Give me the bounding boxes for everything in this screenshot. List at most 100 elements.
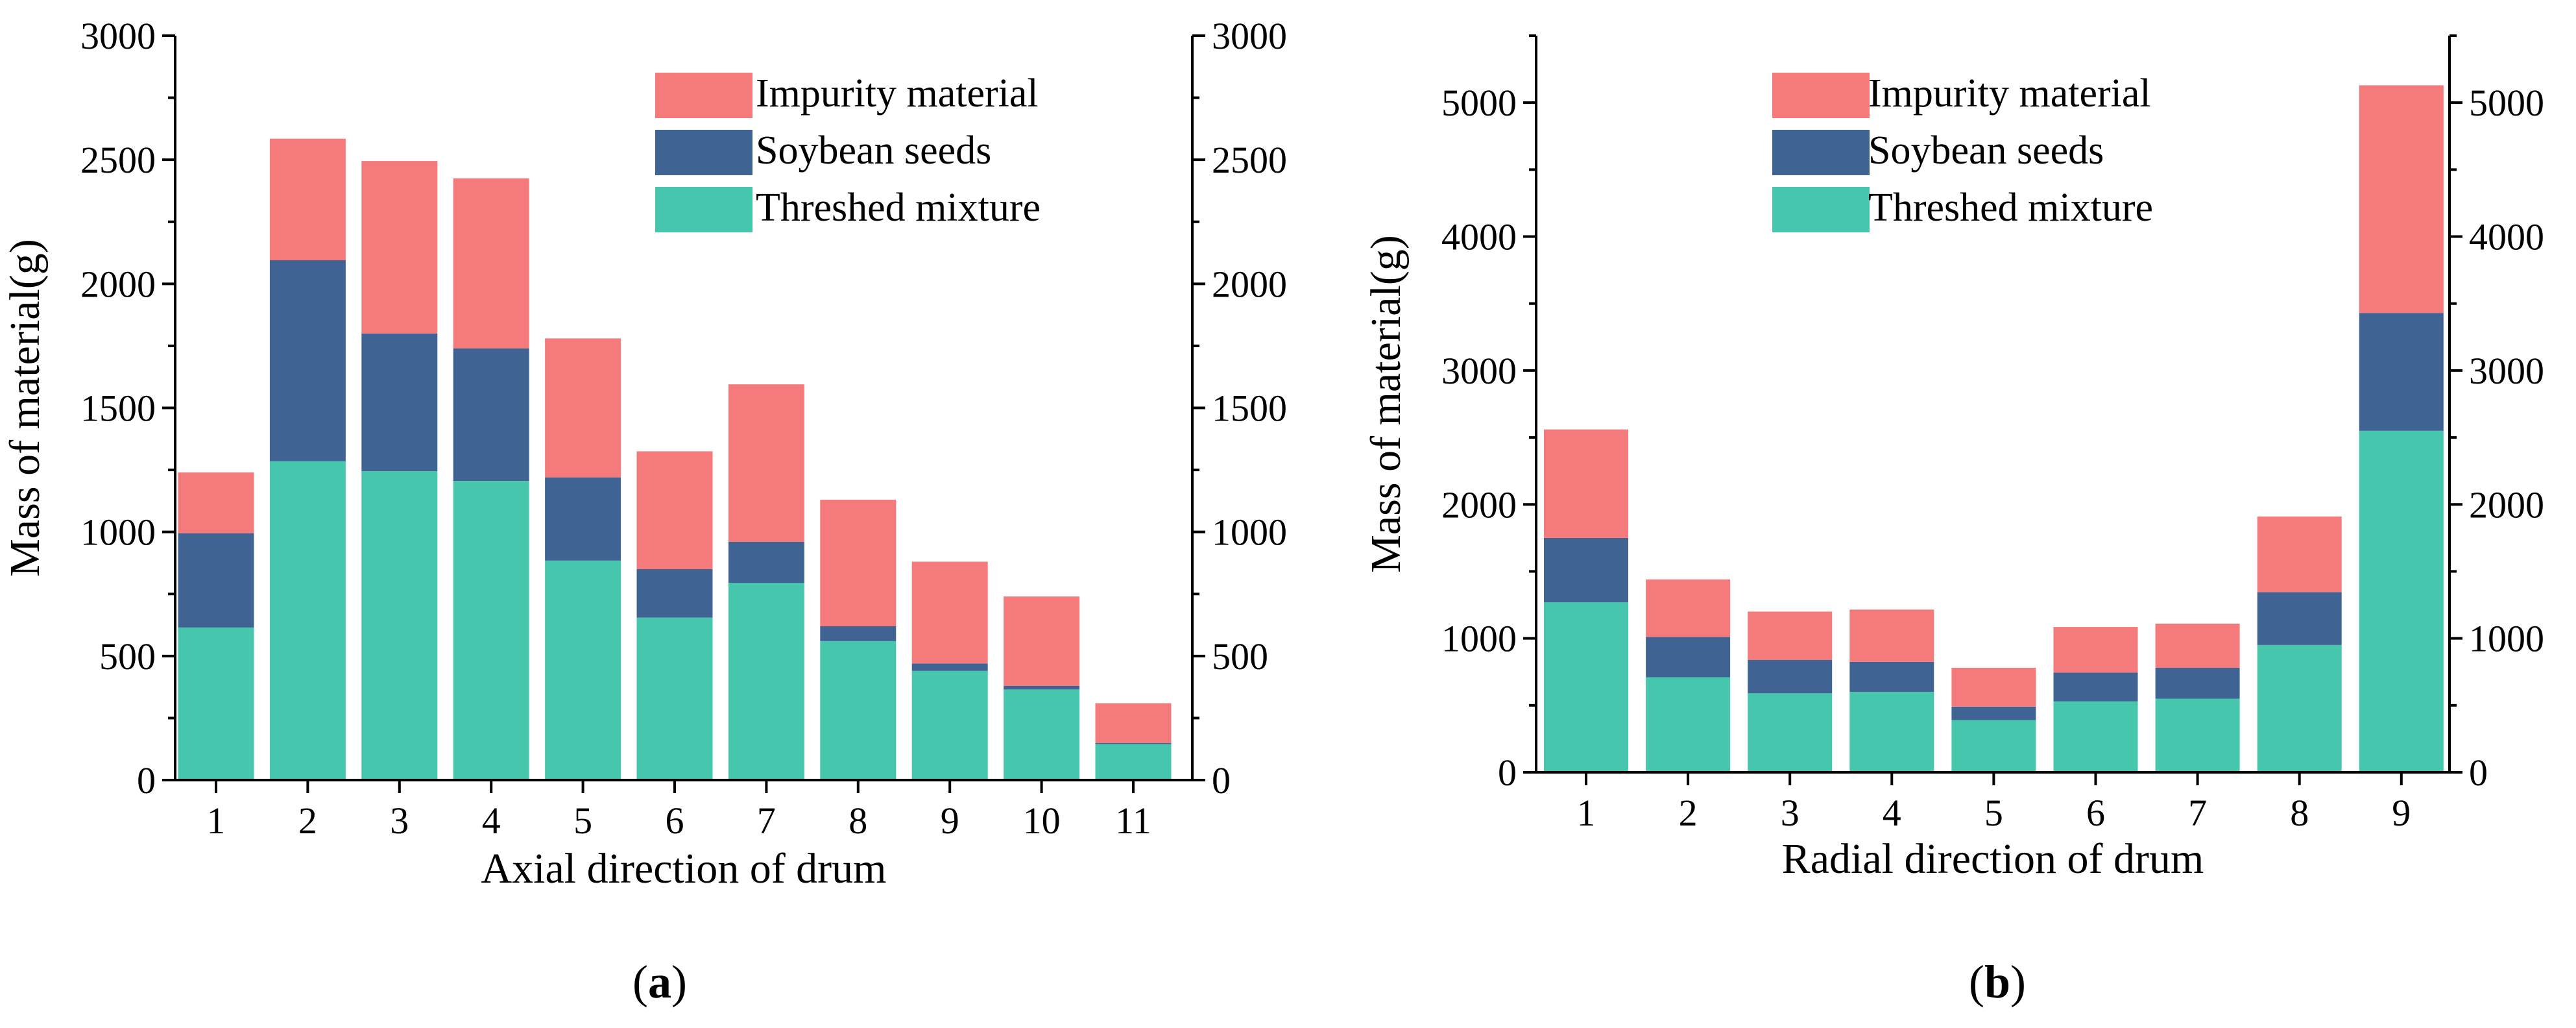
legend-label-impurity: Impurity material (756, 71, 1039, 116)
y-axis-title: Mass of material(g) (1362, 235, 1410, 573)
bars-group (1544, 85, 2444, 772)
xtick-label: 5 (573, 800, 592, 842)
bar-threshed-6 (2053, 701, 2138, 772)
bar-impurity-11 (1095, 703, 1172, 743)
bar-threshed-10 (1004, 689, 1080, 780)
ytick-left-label: 5000 (1441, 82, 1517, 124)
legend-label-threshed: Threshed mixture (1868, 186, 2153, 230)
bar-threshed-5 (1951, 720, 2036, 772)
xtick-label: 10 (1023, 800, 1061, 842)
bar-threshed-3 (361, 471, 438, 780)
bar-threshed-4 (453, 481, 529, 780)
bar-soybean-6 (636, 569, 713, 618)
xtick-label: 7 (2188, 792, 2207, 834)
ytick-left-label: 2000 (1441, 483, 1517, 526)
xtick-label: 4 (1883, 792, 1901, 834)
bar-impurity-8 (2257, 516, 2342, 593)
bar-soybean-1 (1544, 537, 1628, 602)
bar-soybean-10 (1004, 685, 1080, 690)
ytick-right-label: 0 (2469, 752, 2488, 794)
ytick-left-label: 2000 (80, 263, 156, 305)
bar-soybean-9 (911, 663, 988, 671)
legend-swatch-threshed (1772, 187, 1870, 232)
bar-impurity-2 (269, 138, 346, 260)
bar-threshed-1 (178, 627, 254, 780)
x-axis-title: Axial direction of drum (481, 845, 886, 892)
bar-threshed-2 (269, 461, 346, 780)
bar-impurity-7 (728, 384, 804, 542)
bar-impurity-9 (2359, 85, 2444, 313)
bar-threshed-3 (1748, 693, 1833, 772)
ytick-left-label: 0 (137, 759, 156, 802)
ytick-right-label: 5000 (2469, 82, 2544, 124)
bar-impurity-3 (361, 161, 438, 334)
xtick-label: 2 (1679, 792, 1698, 834)
xtick-label: 1 (1577, 792, 1596, 834)
bar-soybean-3 (1748, 659, 1833, 694)
ytick-left-label: 0 (1498, 752, 1517, 794)
bar-impurity-10 (1004, 596, 1080, 686)
legend-swatch-impurity (655, 73, 752, 118)
legend-swatch-threshed (655, 187, 752, 232)
bar-soybean-7 (728, 542, 804, 583)
xtick-label: 9 (941, 800, 959, 842)
bar-threshed-5 (545, 560, 621, 780)
xtick-label: 9 (2392, 792, 2411, 834)
y-axis-title: Mass of material(g) (1, 239, 49, 577)
bar-soybean-1 (178, 533, 254, 628)
ytick-right-label: 3000 (2469, 350, 2544, 392)
panel-label-letter: a (648, 956, 671, 1008)
ytick-right-label: 1500 (1212, 387, 1287, 430)
bar-impurity-6 (636, 451, 713, 569)
bar-soybean-3 (361, 333, 438, 471)
ytick-left-label: 1500 (80, 387, 156, 430)
bar-impurity-7 (2155, 623, 2240, 668)
bar-soybean-4 (1849, 661, 1934, 692)
ytick-right-label: 1000 (1212, 511, 1287, 554)
panel-label: (b) (1969, 956, 2026, 1008)
bar-impurity-8 (820, 500, 897, 626)
bar-impurity-1 (1544, 429, 1628, 538)
legend-swatch-impurity (1772, 73, 1870, 118)
bar-impurity-4 (453, 178, 529, 349)
xtick-label: 6 (666, 800, 684, 842)
xtick-label: 11 (1115, 800, 1151, 842)
bar-threshed-1 (1544, 602, 1628, 772)
bar-impurity-9 (911, 561, 988, 664)
bar-soybean-2 (1646, 637, 1731, 678)
bar-soybean-5 (1951, 706, 2036, 720)
bar-impurity-5 (545, 338, 621, 478)
legend-label-impurity: Impurity material (1868, 71, 2151, 116)
ytick-left-label: 2500 (80, 139, 156, 181)
bar-soybean-8 (2257, 592, 2342, 645)
xtick-label: 3 (390, 800, 409, 842)
bar-soybean-7 (2155, 668, 2240, 699)
bar-impurity-5 (1951, 668, 2036, 707)
chart-a: 0 0 500 500 1000 1000 1500 1500 2000 2000 2500 2500… (1, 15, 1287, 1008)
legend-label-threshed: Threshed mixture (756, 186, 1041, 230)
ytick-right-label: 3000 (1212, 15, 1287, 57)
legend-swatch-soybean (1772, 130, 1870, 175)
ytick-right-label: 500 (1212, 635, 1268, 678)
panel-label: (a) (632, 956, 687, 1008)
bar-soybean-11 (1095, 742, 1172, 744)
ytick-left-label: 3000 (80, 15, 156, 57)
bar-soybean-5 (545, 477, 621, 561)
bar-threshed-6 (636, 617, 713, 780)
bar-impurity-3 (1748, 611, 1833, 660)
xtick-label: 4 (482, 800, 501, 842)
legend-swatch-soybean (655, 130, 752, 175)
ytick-left-label: 1000 (1441, 618, 1517, 660)
legend-label-soybean: Soybean seeds (756, 128, 991, 173)
legend: Impurity material Soybean seeds Threshed m… (1772, 71, 2153, 232)
legend: Impurity material Soybean seeds Threshed m… (655, 71, 1041, 232)
ytick-right-label: 1000 (2469, 618, 2544, 660)
bar-impurity-1 (178, 472, 254, 533)
bar-impurity-2 (1646, 579, 1731, 637)
bar-impurity-4 (1849, 609, 1934, 662)
xtick-label: 3 (1781, 792, 1800, 834)
bar-threshed-8 (2257, 645, 2342, 772)
bar-threshed-7 (2155, 698, 2240, 772)
xtick-label: 5 (1984, 792, 2003, 834)
